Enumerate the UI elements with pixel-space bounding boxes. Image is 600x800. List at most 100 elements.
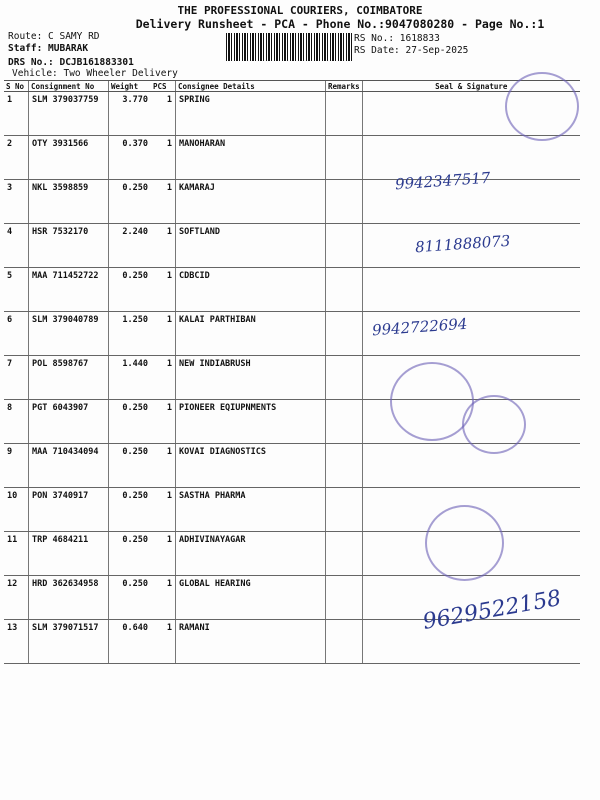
table-row: 2 OTY 3931566 0.370 1 MANOHARAN — [4, 135, 580, 180]
remarks-cell — [325, 311, 363, 356]
col-consignment: Consignment No — [28, 80, 109, 92]
table-row: 1 SLM 379037759 3.770 1 SPRING — [4, 91, 580, 136]
row-sno: 6 — [4, 311, 29, 356]
consignment-number: SLM 379040789 — [28, 311, 109, 356]
col-consignee: Consignee Details — [175, 80, 326, 92]
consignment-number: TRP 4684211 — [28, 531, 109, 576]
pieces: 1 — [151, 311, 176, 356]
route: Route: C SAMY RD — [8, 31, 100, 42]
weight: 0.250 — [108, 179, 151, 224]
consignee-name: MANOHARAN — [175, 135, 326, 180]
remarks-cell — [325, 355, 363, 400]
col-remarks: Remarks — [325, 80, 363, 92]
remarks-cell — [325, 443, 363, 488]
company-stamp — [425, 505, 504, 581]
consignment-number: POL 8598767 — [28, 355, 109, 400]
consignee-name: PIONEER EQIUPNMENTS — [175, 399, 326, 444]
col-weight: Weight — [108, 80, 151, 92]
vehicle: Vehicle: Two Wheeler Delivery — [12, 68, 178, 79]
row-sno: 8 — [4, 399, 29, 444]
weight: 0.250 — [108, 575, 151, 620]
consignment-number: SLM 379037759 — [28, 91, 109, 136]
consignment-number: HRD 362634958 — [28, 575, 109, 620]
table-row: 3 NKL 3598859 0.250 1 KAMARAJ — [4, 179, 580, 224]
table-row: 11 TRP 4684211 0.250 1 ADHIVINAYAGAR — [4, 531, 580, 576]
signature-cell — [361, 179, 580, 224]
table-row: 13 SLM 379071517 0.640 1 RAMANI — [4, 619, 580, 664]
consignment-number: OTY 3931566 — [28, 135, 109, 180]
weight: 0.370 — [108, 135, 151, 180]
consignee-name: SPRING — [175, 91, 326, 136]
runsheet-subtitle: Delivery Runsheet - PCA - Phone No.:9047… — [135, 17, 545, 31]
remarks-cell — [325, 399, 363, 444]
table-row: 6 SLM 379040789 1.250 1 KALAI PARTHIBAN — [4, 311, 580, 356]
consignee-name: RAMANI — [175, 619, 326, 664]
barcode — [226, 33, 352, 61]
consignment-number: HSR 7532170 — [28, 223, 109, 268]
pieces: 1 — [151, 355, 176, 400]
pieces: 1 — [151, 267, 176, 312]
consignee-name: SASTHA PHARMA — [175, 487, 326, 532]
row-sno: 5 — [4, 267, 29, 312]
remarks-cell — [325, 487, 363, 532]
row-sno: 4 — [4, 223, 29, 268]
table-row: 12 HRD 362634958 0.250 1 GLOBAL HEARING — [4, 575, 580, 620]
pieces: 1 — [151, 619, 176, 664]
company-stamp — [505, 72, 579, 141]
company-stamp — [390, 362, 474, 441]
row-sno: 2 — [4, 135, 29, 180]
table-row: 5 MAA 711452722 0.250 1 CDBCID — [4, 267, 580, 312]
consignee-name: KALAI PARTHIBAN — [175, 311, 326, 356]
runsheet-table: S No Consignment No Weight PCS Consignee… — [4, 80, 580, 664]
row-sno: 7 — [4, 355, 29, 400]
company-stamp — [462, 395, 526, 454]
consignee-name: ADHIVINAYAGAR — [175, 531, 326, 576]
consignee-name: SOFTLAND — [175, 223, 326, 268]
row-sno: 3 — [4, 179, 29, 224]
signature-cell — [361, 619, 580, 664]
table-row: 9 MAA 710434094 0.250 1 KOVAI DIAGNOSTICS — [4, 443, 580, 488]
signature-cell — [361, 575, 580, 620]
weight: 0.250 — [108, 487, 151, 532]
pieces: 1 — [151, 443, 176, 488]
weight: 3.770 — [108, 91, 151, 136]
pieces: 1 — [151, 91, 176, 136]
remarks-cell — [325, 531, 363, 576]
consignment-number: PGT 6043907 — [28, 399, 109, 444]
consignment-number: SLM 379071517 — [28, 619, 109, 664]
drs-number: DRS No.: DCJB161883301 — [8, 57, 134, 68]
pieces: 1 — [151, 135, 176, 180]
row-sno: 13 — [4, 619, 29, 664]
weight: 2.240 — [108, 223, 151, 268]
col-sno: S No — [4, 80, 29, 92]
row-sno: 1 — [4, 91, 29, 136]
pieces: 1 — [151, 399, 176, 444]
consignment-number: MAA 710434094 — [28, 443, 109, 488]
row-sno: 11 — [4, 531, 29, 576]
remarks-cell — [325, 223, 363, 268]
consignment-number: PON 3740917 — [28, 487, 109, 532]
signature-cell — [361, 311, 580, 356]
signature-cell — [361, 443, 580, 488]
staff: Staff: MUBARAK — [8, 43, 89, 54]
col-pcs: PCS — [151, 80, 176, 92]
weight: 0.250 — [108, 267, 151, 312]
rs-number: RS No.: 1618833 — [354, 33, 440, 44]
weight: 0.250 — [108, 399, 151, 444]
weight: 1.440 — [108, 355, 151, 400]
pieces: 1 — [151, 531, 176, 576]
signature-cell — [361, 267, 580, 312]
weight: 0.250 — [108, 531, 151, 576]
remarks-cell — [325, 135, 363, 180]
rs-date: RS Date: 27-Sep-2025 — [354, 45, 469, 56]
remarks-cell — [325, 619, 363, 664]
pieces: 1 — [151, 575, 176, 620]
weight: 0.640 — [108, 619, 151, 664]
weight: 1.250 — [108, 311, 151, 356]
weight: 0.250 — [108, 443, 151, 488]
signature-cell — [361, 223, 580, 268]
remarks-cell — [325, 575, 363, 620]
consignee-name: NEW INDIABRUSH — [175, 355, 326, 400]
table-row: 4 HSR 7532170 2.240 1 SOFTLAND — [4, 223, 580, 268]
